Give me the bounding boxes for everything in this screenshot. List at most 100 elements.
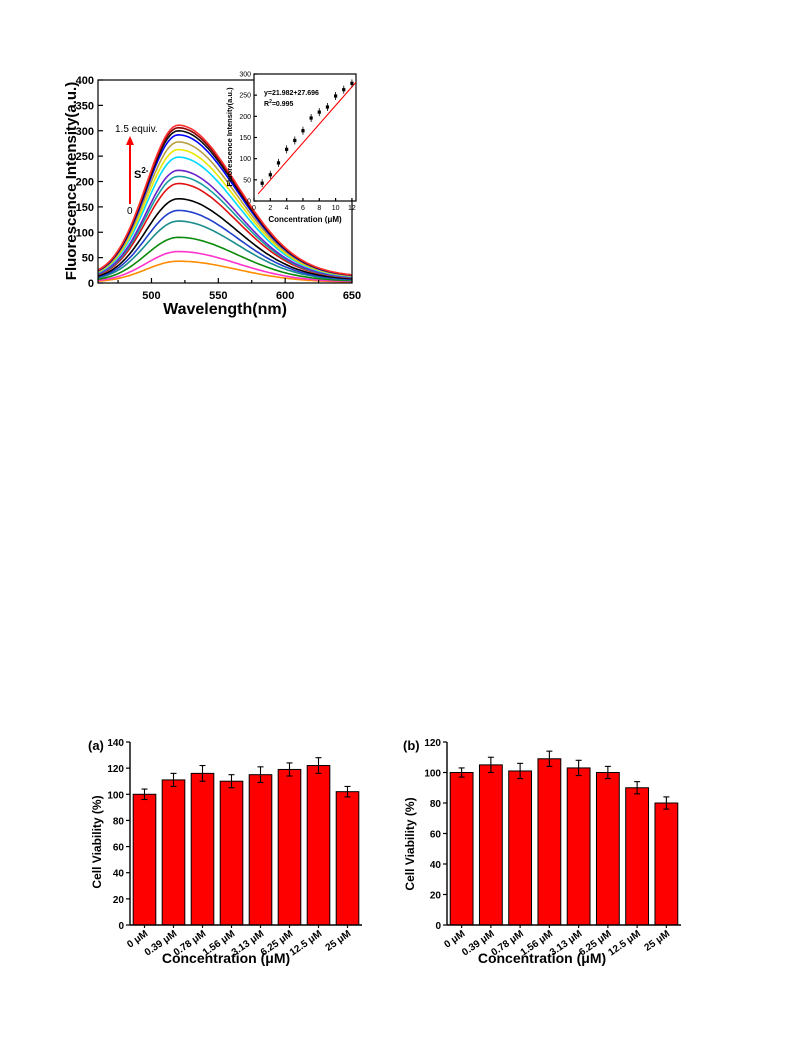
bar-7 xyxy=(625,787,650,926)
spectra-x-tick-label: 500 xyxy=(142,290,160,302)
bar-y-tick-label: 140 xyxy=(107,738,124,749)
spectra-y-tick-label: 350 xyxy=(76,100,94,112)
bar-y-tick-label: 40 xyxy=(113,869,125,880)
titration-min-label: 0 xyxy=(127,206,133,217)
spectra-x-tick-label: 550 xyxy=(209,290,227,302)
inset-x-axis-label: Concentration (μM) xyxy=(268,215,342,224)
inset-y-tick-label: 250 xyxy=(239,93,251,100)
inset-data-point xyxy=(342,88,346,92)
inset-data-point xyxy=(268,173,272,177)
spectrum-curve-11 xyxy=(97,148,353,277)
bar-y-tick-label: 0 xyxy=(118,921,124,932)
spectrum-curve-5 xyxy=(97,209,353,280)
bar-y-tick-label: 20 xyxy=(430,891,442,902)
inset-data-point xyxy=(309,116,313,120)
spectra-y-tick-label: 400 xyxy=(76,75,94,87)
inset-x-tick-label: 12 xyxy=(348,205,356,212)
bar-category-label: 25 μM xyxy=(643,928,673,953)
bar-b-x-axis-label: Concentration (μM) xyxy=(478,950,606,966)
titration-max-label: 1.5 equiv. xyxy=(115,124,158,135)
spectrum-curve-4 xyxy=(97,220,353,281)
bar-y-tick-label: 20 xyxy=(113,895,125,906)
spectra-y-tick-label: 150 xyxy=(76,202,94,214)
bar-6 xyxy=(595,772,620,926)
spectra-curves xyxy=(97,124,353,283)
inset-data-point xyxy=(276,161,281,165)
inset-data-point xyxy=(317,110,321,114)
inset-y-tick-label: 100 xyxy=(239,156,251,163)
cell-viability-chart-a: (a) 0 μM0.39 μM0.78 μM1.56 μM3.13 μM6.25… xyxy=(88,738,362,966)
inset-data-point xyxy=(350,81,354,85)
bar-b-bars xyxy=(449,750,679,926)
inset-x-tick-label: 0 xyxy=(252,205,256,212)
panel-a-label: (a) xyxy=(88,738,104,753)
bar-y-tick-label: 0 xyxy=(435,921,441,932)
bar-y-tick-label: 80 xyxy=(113,816,125,827)
spectrum-curve-6 xyxy=(97,198,353,280)
bar-category-label: 12.5 μM xyxy=(606,928,642,958)
bar-1 xyxy=(449,772,474,926)
cell-viability-chart-b: (b) 0 μM0.39 μM0.78 μM1.56 μM3.13 μM6.25… xyxy=(403,738,681,966)
inset-calibration-plot: 0 2 4 6 8 10 12 0 50 100 150 200 250 300 y=21.982+27.… xyxy=(225,72,357,224)
inset-data-points xyxy=(257,79,357,195)
panel-b-label: (b) xyxy=(403,738,420,753)
bar-y-tick-label: 120 xyxy=(424,738,441,749)
spectra-y-tick-label: 200 xyxy=(76,177,94,189)
inset-equation: y=21.982+27.696 xyxy=(264,90,319,97)
bar-3 xyxy=(508,770,533,926)
bar-y-tick-label: 100 xyxy=(424,769,441,780)
titration-arrow-head xyxy=(126,136,134,145)
inset-data-point xyxy=(293,138,297,143)
bar-y-tick-label: 40 xyxy=(430,860,442,871)
bar-y-tick-label: 60 xyxy=(430,830,442,841)
inset-data-point xyxy=(334,94,338,98)
inset-data-point xyxy=(325,105,330,109)
spectrum-curve-1 xyxy=(97,260,353,283)
inset-y-tick-label: 200 xyxy=(239,114,251,121)
bar-y-tick-label: 60 xyxy=(113,843,125,854)
inset-y-tick-label: 50 xyxy=(243,177,251,184)
spectra-x-axis-label: Wavelength(nm) xyxy=(163,301,287,318)
inset-y-tick-label: 300 xyxy=(239,72,251,79)
bar-y-tick-label: 100 xyxy=(107,790,124,801)
spectrum-curve-9 xyxy=(97,169,353,278)
inset-data-point xyxy=(260,181,264,185)
spectrum-curve-16 xyxy=(97,124,353,276)
bar-a-x-axis-label: Concentration (μM) xyxy=(162,950,290,966)
inset-x-tick-label: 2 xyxy=(268,205,272,212)
titration-ion-label: S2- xyxy=(134,166,149,181)
bar-2 xyxy=(478,764,503,926)
inset-data-point xyxy=(301,129,305,133)
inset-ticks: 0 2 4 6 8 10 12 0 50 100 150 200 250 300 xyxy=(239,72,356,213)
spectra-y-tick-label: 300 xyxy=(76,126,94,138)
spectrum-curve-3 xyxy=(97,236,353,282)
spectrum-curve-2 xyxy=(97,250,353,283)
spectra-y-tick-label: 0 xyxy=(88,278,94,290)
inset-x-tick-label: 10 xyxy=(332,205,340,212)
bar-5 xyxy=(566,767,591,926)
spectra-y-tick-label: 50 xyxy=(82,253,94,265)
spectra-y-tick-label: 100 xyxy=(76,227,94,239)
inset-x-tick-label: 8 xyxy=(317,205,321,212)
inset-y-tick-label: 150 xyxy=(239,135,251,142)
bar-b-y-axis-label: Cell Viability (%) xyxy=(403,797,417,890)
spectra-x-tick-label: 650 xyxy=(343,290,361,302)
bar-y-tick-label: 80 xyxy=(430,799,442,810)
inset-y-tick-label: 0 xyxy=(247,199,251,206)
inset-r-squared: R2=0.995 xyxy=(264,99,294,108)
spectrum-curve-10 xyxy=(97,156,353,278)
spectra-x-tick-label: 600 xyxy=(276,290,294,302)
inset-fit-line xyxy=(257,81,357,195)
bar-4 xyxy=(537,758,562,926)
bar-a-y-axis-label: Cell Viability (%) xyxy=(90,795,104,888)
inset-data-point xyxy=(285,147,289,151)
inset-x-tick-label: 4 xyxy=(285,205,289,212)
spectra-y-tick-label: 250 xyxy=(76,151,94,163)
bar-a-bars xyxy=(132,757,360,926)
inset-y-axis-label: Fluorescence Intensity(a.u.) xyxy=(225,87,234,187)
inset-x-tick-label: 6 xyxy=(301,205,305,212)
bar-8 xyxy=(654,802,679,926)
spectra-y-axis-label: Fluorescence Intensity(a.u.) xyxy=(63,82,80,280)
